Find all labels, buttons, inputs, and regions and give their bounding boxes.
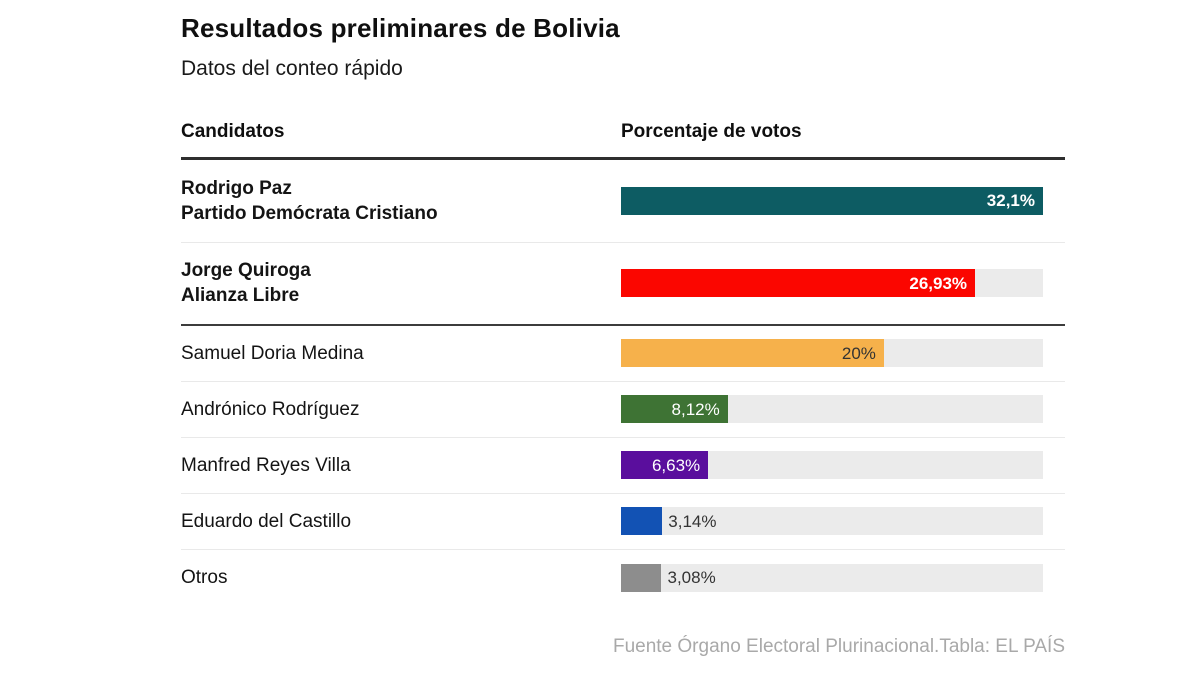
candidate-name: Rodrigo Paz <box>181 177 292 199</box>
page-subtitle: Datos del conteo rápido <box>181 56 403 80</box>
results-table: Candidatos Porcentaje de votos Rodrigo P… <box>181 121 1065 606</box>
bar-value-label: 3,14% <box>668 511 717 531</box>
chart-container: Resultados preliminares de Bolivia Datos… <box>181 0 1065 658</box>
table-row: Rodrigo Paz Partido Demócrata Cristiano … <box>181 160 1065 243</box>
bar-fill: 8,12% <box>621 395 728 424</box>
bar-fill: 20% <box>621 339 884 368</box>
candidate-name: Andrónico Rodríguez <box>181 398 360 420</box>
table-row: Samuel Doria Medina 20% <box>181 326 1065 382</box>
candidate-name: Otros <box>181 567 228 589</box>
bar-track: 8,12% <box>621 395 1043 424</box>
table-row: Andrónico Rodríguez 8,12% <box>181 382 1065 438</box>
col-header-candidates: Candidatos <box>181 120 285 142</box>
bar-fill: 6,63% <box>621 451 709 480</box>
bar-value-label: 32,1% <box>986 191 1035 211</box>
candidate-name: Jorge Quiroga <box>181 260 311 282</box>
candidate-party: Alianza Libre <box>181 285 300 307</box>
bar-track: 3,08% <box>621 563 1043 592</box>
candidate-party: Partido Demócrata Cristiano <box>181 202 438 224</box>
bar-value-label: 8,12% <box>671 399 720 419</box>
bar-track: 26,93% <box>621 269 1043 298</box>
bar-fill: 32,1% <box>621 186 1043 215</box>
table-row: Otros 3,08% <box>181 550 1065 606</box>
bar-fill: 3,14% <box>621 507 716 536</box>
candidate-name: Samuel Doria Medina <box>181 342 364 364</box>
bar-track: 32,1% <box>621 186 1043 215</box>
table-row: Eduardo del Castillo 3,14% <box>181 494 1065 550</box>
candidate-name: Manfred Reyes Villa <box>181 454 351 476</box>
bar-track: 20% <box>621 339 1043 368</box>
table-row: Manfred Reyes Villa 6,63% <box>181 438 1065 494</box>
page-title: Resultados preliminares de Bolivia <box>181 13 620 43</box>
candidate-name: Eduardo del Castillo <box>181 510 352 532</box>
bar-value-label: 26,93% <box>909 273 968 293</box>
table-row: Jorge Quiroga Alianza Libre 26,93% <box>181 243 1065 326</box>
bar-value-label: 3,08% <box>667 568 716 588</box>
bar-value-label: 20% <box>841 343 876 363</box>
table-header-row: Candidatos Porcentaje de votos <box>181 121 1065 160</box>
bar-fill: 3,08% <box>621 563 716 592</box>
bar-fill: 26,93% <box>621 269 976 298</box>
bar-track: 3,14% <box>621 507 1043 536</box>
col-header-percentage: Porcentaje de votos <box>621 120 802 142</box>
bar-track: 6,63% <box>621 451 1043 480</box>
source-credit: Fuente Órgano Electoral Plurinacional.Ta… <box>612 635 1065 657</box>
bar-value-label: 6,63% <box>651 455 701 475</box>
